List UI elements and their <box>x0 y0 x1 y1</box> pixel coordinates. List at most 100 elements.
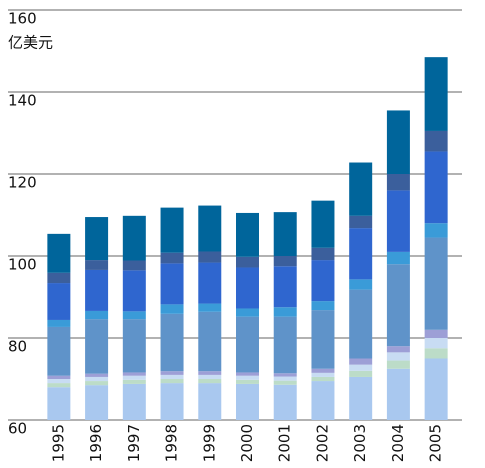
x-tick-label: 2005 <box>427 424 445 462</box>
bar-segment <box>47 379 71 384</box>
bar-segment <box>386 346 410 353</box>
bar-segment <box>273 212 297 256</box>
bar-segment <box>236 308 259 317</box>
bar-segment <box>311 310 335 369</box>
bar-segment <box>386 190 410 252</box>
y-tick-label: 60 <box>8 420 27 438</box>
bar-segment <box>273 256 297 267</box>
bar-segment <box>122 319 146 373</box>
bar-segment <box>386 174 410 191</box>
bar-segment <box>386 352 410 361</box>
bar-segment <box>424 237 448 330</box>
x-tick-label: 1997 <box>125 424 143 462</box>
bar-segment <box>273 376 297 381</box>
bar-segment <box>160 383 184 420</box>
bar-segment <box>122 260 146 271</box>
bar-segment <box>236 375 259 380</box>
bar-segment <box>198 303 222 312</box>
bar-segment <box>236 212 259 257</box>
bar-segment <box>122 379 146 384</box>
bar-segment <box>47 319 71 327</box>
bar-segment <box>236 316 259 373</box>
x-tick-label: 2000 <box>238 424 256 462</box>
bar-segment <box>273 380 297 385</box>
bar-segment <box>311 200 335 248</box>
bar-segment <box>160 374 184 379</box>
bar-segment <box>424 57 448 131</box>
bar-segment <box>311 372 335 377</box>
y-tick-label: 80 <box>8 338 27 356</box>
x-tick-label: 1999 <box>200 424 218 462</box>
bar-segment <box>85 310 109 320</box>
y-axis-label: 亿美元 <box>8 34 53 52</box>
bar-segment <box>47 272 71 284</box>
bar-segment <box>198 383 222 420</box>
bar-segment <box>311 381 335 420</box>
bar-segment <box>273 307 297 317</box>
bar-segment <box>311 301 335 311</box>
bar-segment <box>122 270 146 312</box>
bar-segment <box>424 329 448 338</box>
bar-segment <box>122 375 146 380</box>
bar-segment <box>236 256 259 268</box>
bar-segment <box>85 373 109 377</box>
bar-segment <box>122 383 146 420</box>
bar-segment <box>160 304 184 314</box>
bar-segment <box>198 262 222 304</box>
bar-segment <box>349 215 373 229</box>
bar-segment <box>386 264 410 347</box>
bar-segment <box>273 316 297 374</box>
bar-segment <box>47 387 71 420</box>
bar-segment <box>160 379 184 384</box>
bar-segment <box>386 251 410 265</box>
bar-segment <box>160 207 184 253</box>
bar-segment <box>349 370 373 377</box>
x-tick-label: 1995 <box>49 424 67 462</box>
bar-segment <box>424 338 448 349</box>
bar-segment <box>47 375 71 379</box>
bar-segment <box>386 368 410 420</box>
bar-segment <box>273 266 297 308</box>
bar-segment <box>47 283 71 320</box>
bar-segment <box>236 372 259 376</box>
bar-segment <box>349 228 373 280</box>
bar-segment <box>311 247 335 261</box>
bar-segment <box>424 358 448 420</box>
bar-segment <box>85 319 109 374</box>
bar-segment <box>424 348 448 359</box>
bar-segment <box>160 313 184 372</box>
bar-segment <box>198 251 222 263</box>
bar-segment <box>311 368 335 373</box>
bar-segment <box>47 383 71 388</box>
bar-segment <box>236 379 259 384</box>
bar-segment <box>85 217 109 261</box>
bar-segment <box>85 385 109 420</box>
bar-segment <box>424 223 448 238</box>
bar-segment <box>198 311 222 372</box>
bar-segment <box>273 384 297 420</box>
bar-segment <box>85 381 109 386</box>
x-tick-label: 2002 <box>313 424 331 462</box>
bar-segment <box>424 130 448 152</box>
bar-segment <box>160 371 184 375</box>
y-tick-label: 100 <box>8 256 37 274</box>
bar-segment <box>236 383 259 420</box>
bar-segment <box>349 364 373 371</box>
bar-segment <box>122 215 146 261</box>
bar-segment <box>198 205 222 252</box>
x-tick-label: 2001 <box>276 424 294 462</box>
bar-segment <box>236 267 259 309</box>
bar-segment <box>349 279 373 290</box>
y-tick-label: 140 <box>8 92 37 110</box>
bar-segment <box>198 371 222 375</box>
x-tick-label: 2003 <box>351 424 369 462</box>
bar-segment <box>349 376 373 420</box>
bar-segment <box>160 252 184 264</box>
bar-segment <box>349 358 373 365</box>
bar-segment <box>47 326 71 376</box>
x-tick-label: 1996 <box>87 424 105 462</box>
bar-segment <box>122 311 146 320</box>
bar-segment <box>311 260 335 302</box>
bar-segment <box>85 260 109 270</box>
